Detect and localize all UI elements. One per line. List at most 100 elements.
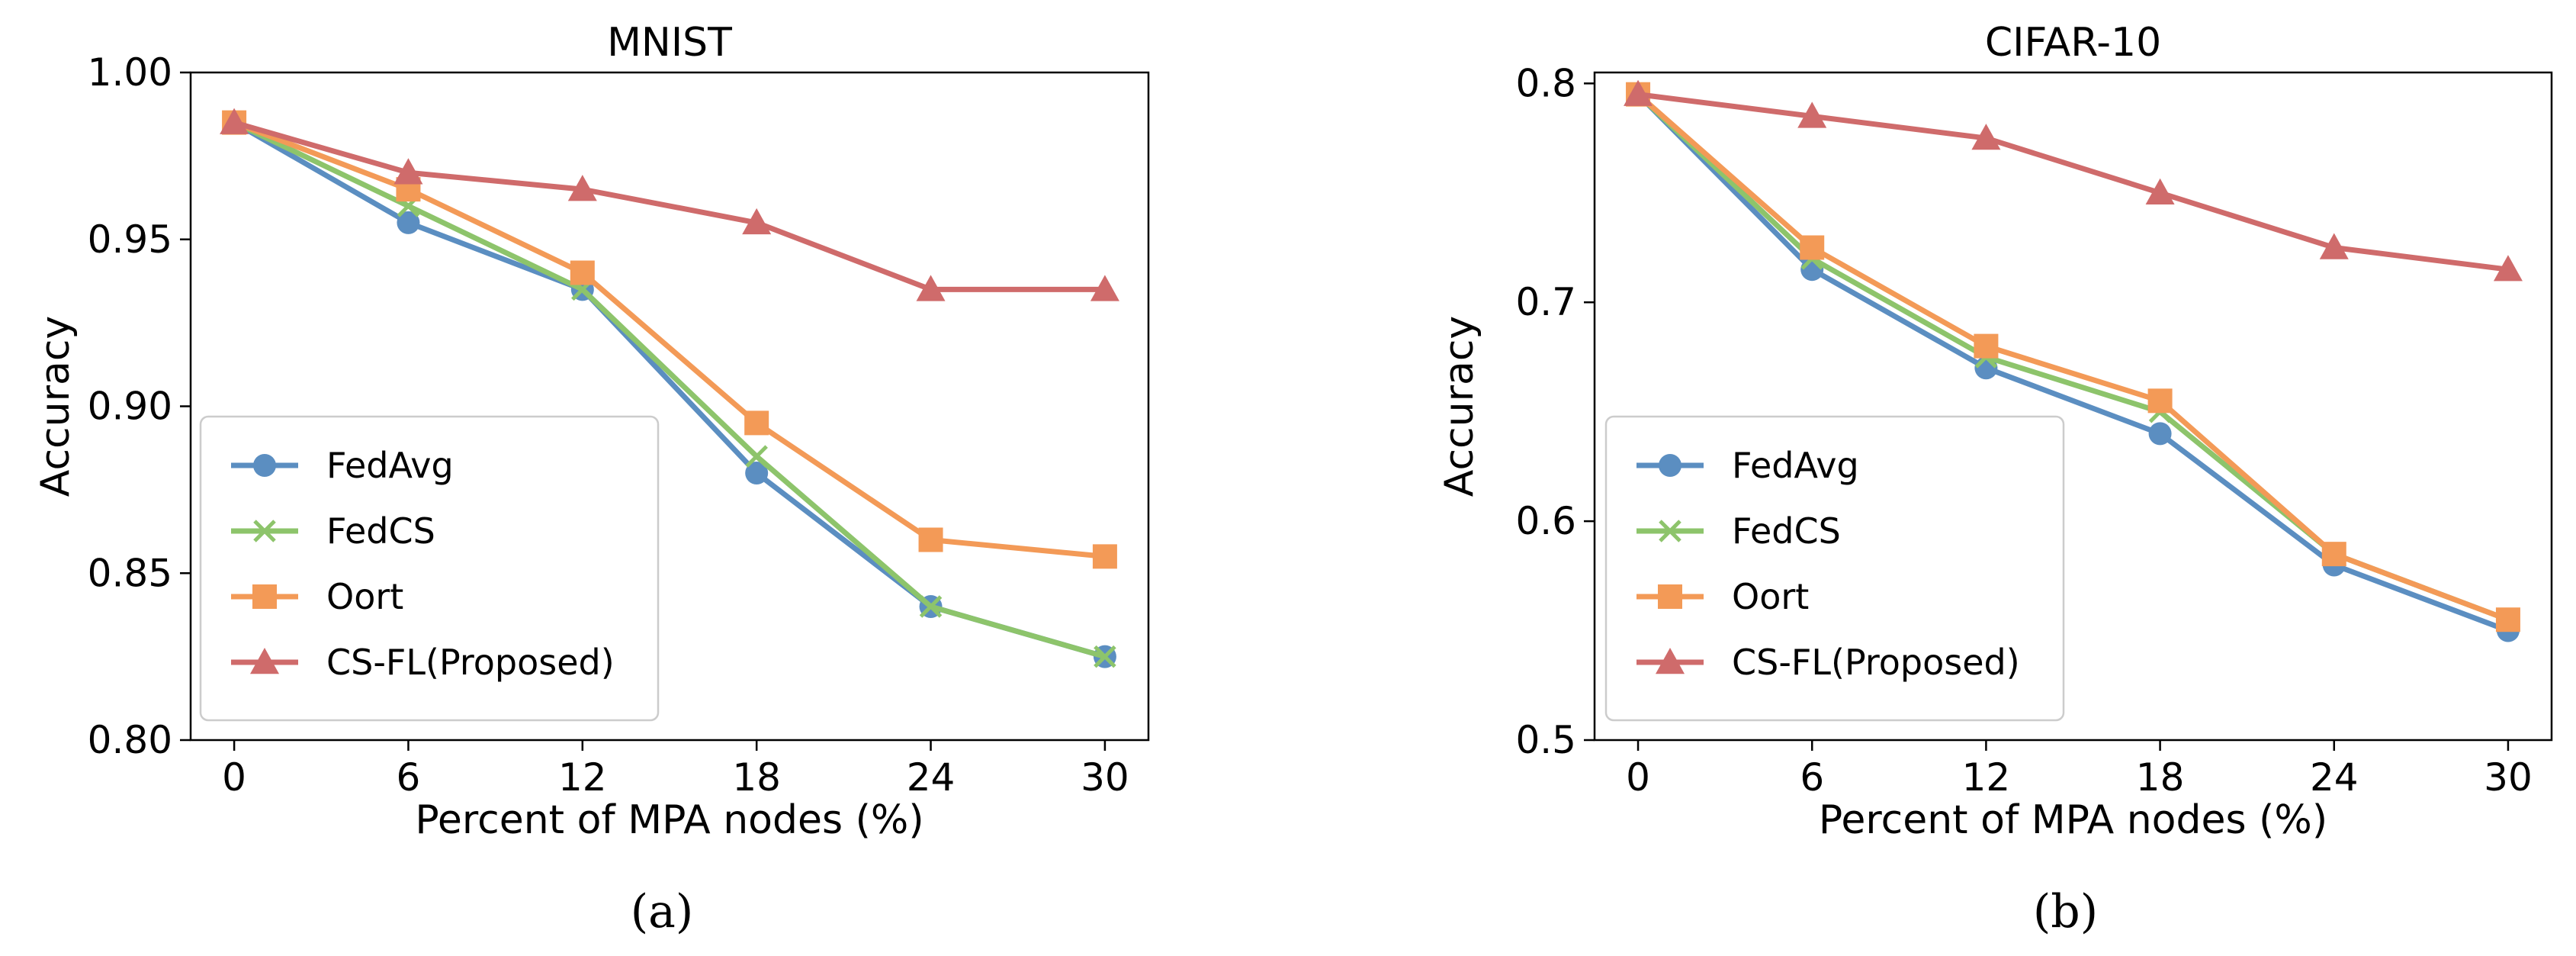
legend-entry: Oort	[1636, 576, 1809, 617]
legend-marker-circle	[1659, 454, 1681, 477]
x-tick-label: 12	[558, 755, 607, 800]
legend-marker-circle	[253, 454, 276, 477]
legend-label: Oort	[326, 576, 403, 617]
legend-label: FedAvg	[1732, 445, 1859, 486]
data-point-square	[1974, 333, 1999, 359]
y-tick-label: 0.80	[88, 718, 172, 762]
data-point-circle	[2148, 422, 2172, 446]
data-point-square	[918, 527, 943, 552]
legend-entry: FedAvg	[231, 445, 454, 486]
series-line	[1636, 92, 2510, 633]
x-tick-label: 6	[397, 755, 421, 800]
legend-marker-x	[1659, 520, 1681, 542]
x-tick-label: 0	[1626, 755, 1650, 800]
legend: FedAvg FedCS Oort CS-FL(Proposed)	[1604, 415, 2065, 722]
legend-marker-square	[252, 584, 277, 609]
data-point-x-stroke-b	[1094, 645, 1116, 668]
data-point-x	[919, 595, 943, 618]
series-line	[233, 120, 1106, 659]
x-axis-label: Percent of MPA nodes (%)	[415, 797, 923, 843]
legend-box	[1604, 415, 2065, 722]
legend-label: FedCS	[326, 510, 435, 552]
legend-label: Oort	[1732, 576, 1809, 617]
x-tick-label: 30	[1081, 755, 1129, 800]
data-point-x	[1094, 645, 1116, 668]
legend-marker-triangle	[250, 648, 279, 674]
y-axis-label: Accuracy	[1437, 316, 1482, 497]
series-line	[233, 120, 1105, 292]
y-tick-label: 0.7	[1515, 280, 1576, 324]
data-point-triangle	[916, 275, 946, 301]
legend-marker-x	[253, 520, 276, 542]
data-point-x-stroke-b	[919, 595, 943, 618]
chart-panel-1: MNIST 0.80 0.85 0.90 0.95 1.00 0 6 12 18 24 30 Perce…	[33, 20, 1150, 938]
data-point-triangle	[2319, 233, 2349, 259]
legend-entry: Oort	[231, 576, 403, 617]
y-tick-label: 0.85	[88, 551, 172, 595]
x-axis-label: Percent of MPA nodes (%)	[1819, 797, 2327, 843]
y-axis-label: Accuracy	[33, 316, 79, 497]
legend-entry: FedCS	[1636, 510, 1841, 552]
data-point-triangle	[2493, 255, 2523, 282]
y-tick-label: 1.00	[88, 50, 172, 95]
data-point-triangle	[1090, 275, 1119, 301]
legend-label: CS-FL(Proposed)	[1732, 642, 2020, 683]
x-tick-label: 6	[1800, 755, 1824, 800]
legend-marker-square	[1658, 584, 1682, 609]
panel-caption: (b)	[2033, 885, 2098, 938]
x-tick-label: 24	[907, 755, 956, 800]
data-point-square	[1092, 544, 1117, 569]
legend-entry: CS-FL(Proposed)	[231, 642, 615, 683]
data-point-triangle	[220, 108, 249, 134]
plot-frame	[189, 71, 1150, 742]
data-point-triangle	[393, 158, 423, 185]
data-point-circle	[397, 211, 420, 234]
legend-marker-x-stroke-b	[1659, 520, 1681, 542]
legend-label: FedAvg	[326, 445, 454, 486]
legend-label: FedCS	[1732, 510, 1841, 552]
legend-box	[199, 415, 660, 722]
x-tick-label: 12	[1962, 755, 2011, 800]
chart-panel-2: CIFAR-10 0.5 0.6 0.7 0.8 0 6 12 18 24 30 Percent of…	[1437, 20, 2553, 938]
data-point-triangle	[1971, 124, 2001, 150]
data-point-square	[2321, 542, 2346, 567]
data-point-square	[1800, 235, 1825, 260]
y-tick-label: 0.8	[1515, 61, 1576, 105]
data-point-square	[744, 410, 769, 436]
series-cs-fl-proposed-	[220, 108, 1119, 301]
data-point-square	[2147, 388, 2173, 414]
legend-entry: FedAvg	[1636, 445, 1859, 486]
series-line	[233, 120, 1106, 559]
series-oort	[1626, 82, 2520, 633]
data-point-triangle	[567, 175, 597, 201]
data-point-triangle	[1797, 101, 1827, 128]
x-tick-label: 30	[2484, 755, 2533, 800]
series-cs-fl-proposed-	[1624, 79, 2523, 282]
chart-title: CIFAR-10	[1985, 20, 2161, 66]
y-tick-label: 0.6	[1515, 499, 1576, 543]
data-point-square	[2495, 607, 2520, 633]
series-line	[1637, 92, 2509, 272]
plot-frame	[1593, 71, 2553, 742]
data-point-x	[745, 445, 768, 468]
data-point-x-stroke-b	[745, 445, 768, 468]
chart-title: MNIST	[607, 20, 732, 66]
data-point-circle	[745, 462, 769, 484]
x-tick-label: 0	[222, 755, 246, 800]
x-tick-label: 18	[2136, 755, 2185, 800]
x-tick-label: 18	[732, 755, 781, 800]
legend-entry: FedCS	[231, 510, 435, 552]
series-line	[1636, 92, 2510, 623]
panel-caption: (a)	[631, 885, 694, 938]
data-point-triangle	[1624, 79, 1653, 106]
legend-label: CS-FL(Proposed)	[326, 642, 615, 683]
data-point-triangle	[2145, 178, 2175, 204]
y-tick-label: 0.90	[88, 385, 172, 429]
y-tick-label: 0.95	[88, 217, 172, 262]
data-point-square	[570, 260, 595, 285]
legend-entry: CS-FL(Proposed)	[1636, 642, 2020, 683]
y-tick-label: 0.5	[1515, 718, 1576, 762]
x-tick-label: 24	[2310, 755, 2359, 800]
legend: FedAvg FedCS Oort CS-FL(Proposed)	[199, 415, 660, 722]
